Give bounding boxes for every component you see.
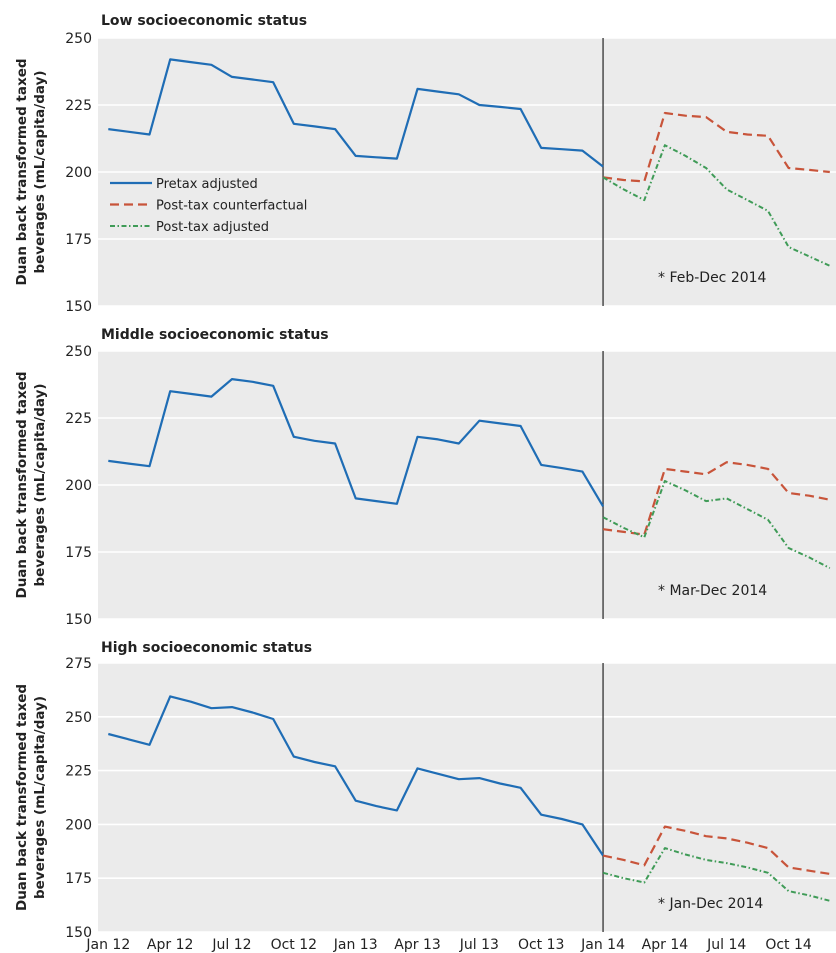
x-tick-label: Jan 14: [580, 937, 625, 953]
y-tick-label: 225: [65, 764, 92, 780]
series-posttax: [602, 480, 831, 569]
period-note: * Jan-Dec 2014: [658, 896, 763, 912]
y-axis-label-line: Duan back transformed taxed: [14, 371, 30, 598]
y-tick-label: 225: [65, 98, 92, 114]
y-tick-label: 225: [65, 411, 92, 427]
y-axis-label: Duan back transformed taxed beverages (mL…: [14, 684, 48, 911]
series-pretax: [108, 378, 605, 507]
x-tick-label: Jan 12: [85, 937, 130, 953]
x-tick-label: Jul 14: [706, 937, 746, 953]
panel-title: Low socioeconomic status: [101, 13, 307, 29]
y-tick-label: 175: [65, 232, 92, 248]
series-pretax: [108, 58, 604, 168]
x-tick-label: Jan 13: [333, 937, 378, 953]
y-tick-label: 175: [65, 545, 92, 561]
y-axis-label-line: beverages (mL/capita/day): [32, 383, 48, 586]
x-tick-label: Oct 12: [271, 937, 317, 953]
y-axis-label-line: beverages (mL/capita/day): [32, 696, 48, 899]
y-tick-label: 150: [65, 612, 92, 628]
legend-label-posttax: Post-tax adjusted: [156, 220, 269, 235]
panel-title: Middle socioeconomic status: [101, 327, 329, 343]
period-note: * Mar-Dec 2014: [658, 583, 767, 599]
y-axis-label-line: Duan back transformed taxed: [14, 58, 30, 285]
legend-label-counterfactual: Post-tax counterfactual: [156, 199, 307, 214]
legend: Pretax adjusted Post-tax counterfactual Po…: [110, 177, 307, 235]
panel-2: 150 175 200 225 250 Middle socioeconomic stat…: [14, 327, 836, 628]
y-axis-label: Duan back transformed taxed beverages (mL…: [14, 58, 48, 285]
y-tick-label: 250: [65, 344, 92, 360]
panel-title: High socioeconomic status: [101, 640, 312, 656]
period-note: * Feb-Dec 2014: [658, 270, 767, 286]
legend-label-pretax: Pretax adjusted: [156, 177, 258, 192]
x-tick-label: Jul 13: [459, 937, 499, 953]
series-counterfactual: [602, 461, 831, 536]
y-tick-label: 150: [65, 925, 92, 941]
y-tick-label: 275: [65, 656, 92, 672]
y-tick-label: 150: [65, 299, 92, 315]
x-tick-label: Oct 13: [518, 937, 564, 953]
y-tick-label: 175: [65, 871, 92, 887]
y-tick-label: 250: [65, 710, 92, 726]
panel-3: 150 175 200 225 250 275 High socioeconomic sta…: [14, 640, 836, 941]
y-axis-label: Duan back transformed taxed beverages (mL…: [14, 371, 48, 598]
y-axis-label-line: Duan back transformed taxed: [14, 684, 30, 911]
y-tick-label: 200: [65, 817, 92, 833]
y-tick-label: 200: [65, 478, 92, 494]
y-tick-label: 250: [65, 31, 92, 47]
x-tick-label: Jul 12: [211, 937, 251, 953]
x-tick-label: Apr 14: [642, 937, 689, 953]
series-pretax: [108, 695, 605, 857]
series-posttax: [602, 144, 831, 267]
x-tick-label: Apr 13: [394, 937, 440, 953]
plot-background: [98, 663, 836, 932]
panel-1: 150 175 200 225 250 Low socioeconomic status D…: [14, 13, 836, 315]
series-posttax: [602, 847, 831, 902]
x-tick-label: Apr 12: [147, 937, 193, 953]
x-tick-label: Oct 14: [765, 937, 812, 953]
y-tick-label: 200: [65, 165, 92, 181]
y-axis-label-line: beverages (mL/capita/day): [32, 70, 48, 273]
